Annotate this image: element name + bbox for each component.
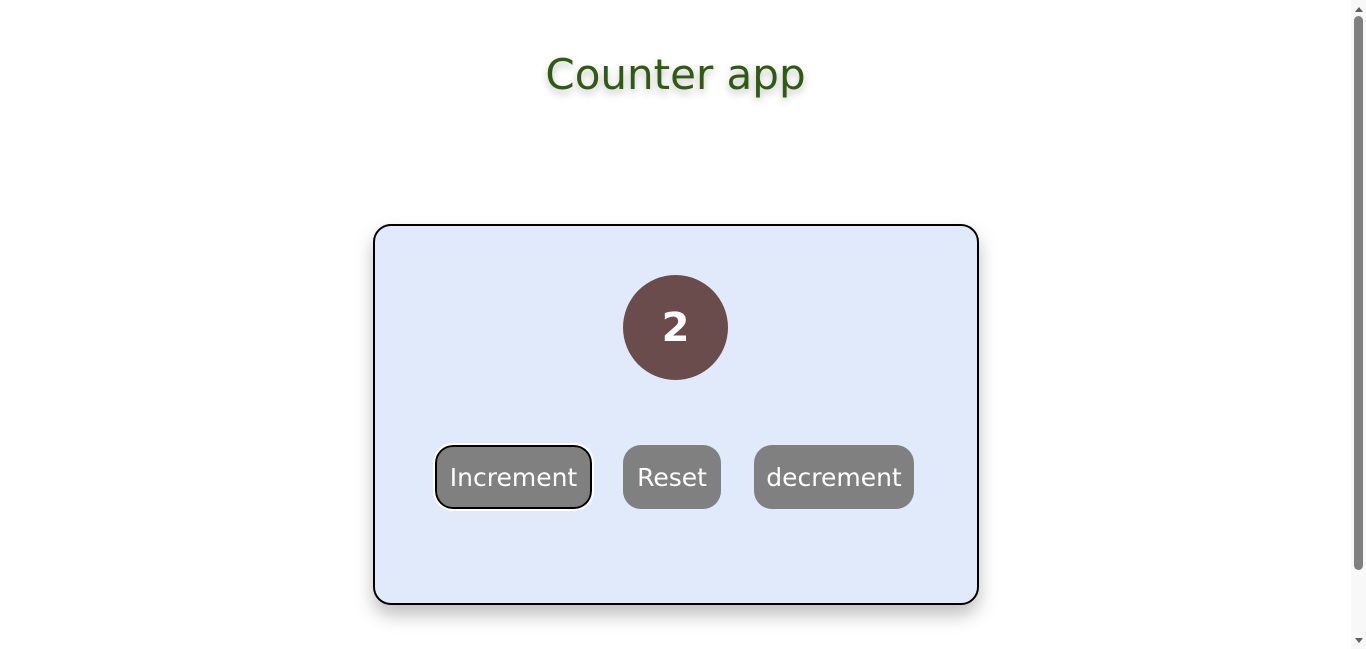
reset-button[interactable]: Reset [623, 445, 721, 509]
scroll-down-arrow-icon[interactable] [1351, 633, 1366, 647]
decrement-button[interactable]: decrement [754, 445, 914, 509]
increment-button[interactable]: Increment [433, 443, 594, 511]
counter-value: 2 [623, 275, 728, 380]
scrollbar-thumb[interactable] [1354, 16, 1363, 570]
scroll-up-arrow-icon[interactable] [1351, 2, 1366, 16]
vertical-scrollbar[interactable] [1351, 0, 1366, 649]
page-title: Counter app [545, 50, 806, 99]
counter-card: 2 Increment Reset decrement [373, 224, 979, 605]
